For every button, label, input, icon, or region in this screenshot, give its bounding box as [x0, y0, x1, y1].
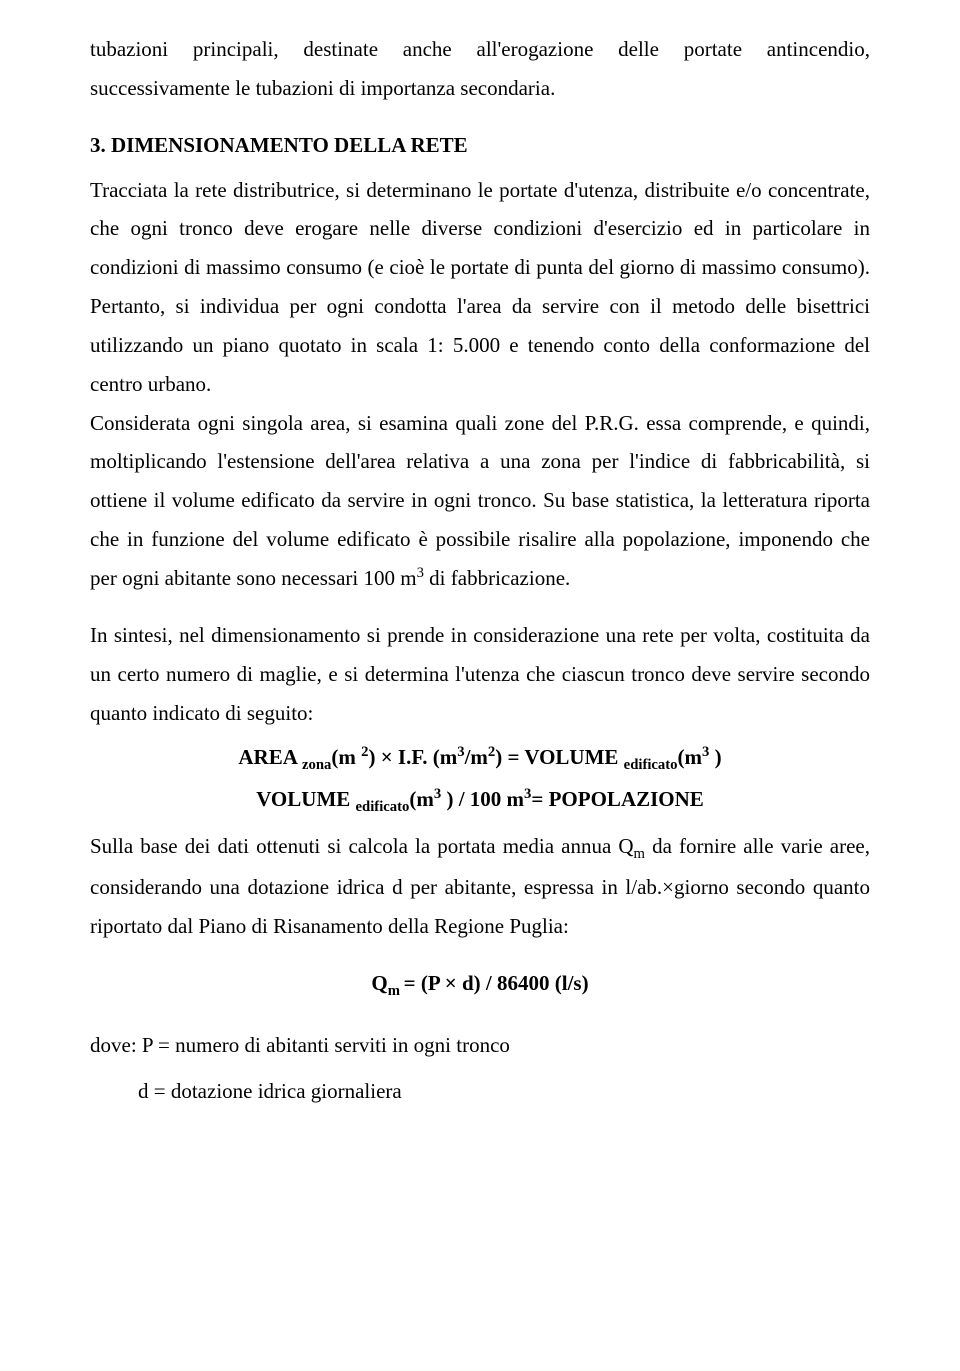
superscript: 3: [457, 744, 464, 760]
text-run: (m: [678, 745, 703, 769]
text-run: Considerata ogni singola area, si esamin…: [90, 411, 870, 590]
subscript: m: [388, 983, 404, 999]
document-page: tubazioni principali, destinate anche al…: [0, 0, 960, 1371]
paragraph-body-1: Tracciata la rete distributrice, si dete…: [90, 171, 870, 404]
text-run: = (P × d) / 86400 (l/s): [404, 971, 589, 995]
definition-d: d = dotazione idrica giornaliera: [90, 1072, 870, 1111]
formula-volume: VOLUME edificato(m3 ) / 100 m3= POPOLAZI…: [90, 780, 870, 821]
text-run: (m: [331, 745, 361, 769]
paragraph-body-2: Considerata ogni singola area, si esamin…: [90, 404, 870, 598]
text-run: VOLUME: [256, 787, 355, 811]
section-heading: 3. DIMENSIONAMENTO DELLA RETE: [90, 126, 870, 165]
text-run: /m: [465, 745, 488, 769]
text-run: Sulla base dei dati ottenuti si calcola …: [90, 834, 634, 858]
subscript: m: [634, 846, 645, 862]
subscript: edificato: [624, 758, 678, 774]
text-run: (m: [409, 787, 434, 811]
formula-area: AREA zona(m 2) × I.F. (m3/m2) = VOLUME e…: [90, 738, 870, 779]
definition-p: dove: P = numero di abitanti serviti in …: [90, 1026, 870, 1065]
subscript: zona: [302, 758, 331, 774]
text-run: ) / 100 m: [441, 787, 524, 811]
paragraph-intro: tubazioni principali, destinate anche al…: [90, 30, 870, 108]
text-run: = POPOLAZIONE: [531, 787, 703, 811]
text-run: AREA: [238, 745, 302, 769]
superscript: 3: [417, 565, 424, 581]
text-run: di fabbricazione.: [424, 566, 570, 590]
text-run: ) = VOLUME: [495, 745, 623, 769]
formula-qm: Qm = (P × d) / 86400 (l/s): [90, 964, 870, 1005]
text-run: ): [709, 745, 721, 769]
text-run: ) × I.F. (m: [368, 745, 457, 769]
paragraph-body-4: Sulla base dei dati ottenuti si calcola …: [90, 827, 870, 946]
paragraph-body-3: In sintesi, nel dimensionamento si prend…: [90, 616, 870, 733]
subscript: edificato: [356, 799, 410, 815]
text-run: Q: [371, 971, 387, 995]
